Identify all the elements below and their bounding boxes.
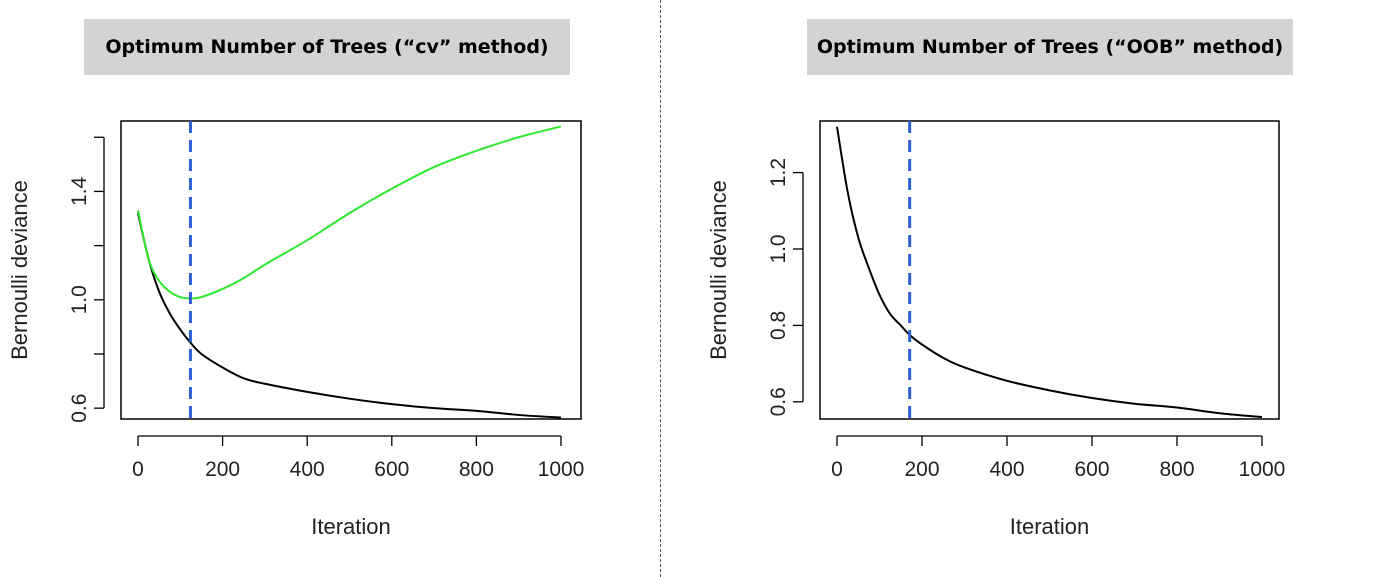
x-tick-label: 1000 bbox=[538, 458, 585, 481]
training-deviance-line bbox=[836, 126, 1263, 419]
y-axis-title: Bernoulli deviance bbox=[7, 180, 32, 360]
plot-frame bbox=[120, 120, 582, 420]
y-tick-label: 0.8 bbox=[767, 311, 790, 340]
x-tick-label: 0 bbox=[132, 458, 144, 481]
x-tick-label: 800 bbox=[459, 458, 494, 481]
cv-deviance-line bbox=[137, 125, 562, 300]
y-tick-label: 1.4 bbox=[68, 177, 91, 207]
training-deviance-line bbox=[137, 212, 562, 419]
x-tick-label: 200 bbox=[904, 458, 939, 481]
x-tick-label: 0 bbox=[831, 458, 843, 481]
x-tick-label: 200 bbox=[205, 458, 240, 481]
x-tick-label: 400 bbox=[989, 458, 1024, 481]
chart-title-oob: Optimum Number of Trees (“OOB” method) bbox=[807, 19, 1293, 75]
x-tick-label: 800 bbox=[1159, 458, 1194, 481]
x-axis-title: Iteration bbox=[311, 514, 391, 539]
cv-deviance-plot: 0 200 400 600 800 1000 0.6 1.0 1.4 Iteration Berno… bbox=[7, 120, 585, 539]
x-tick-label: 1000 bbox=[1239, 458, 1286, 481]
y-tick-label: 0.6 bbox=[68, 394, 91, 423]
y-axis-title: Bernoulli deviance bbox=[706, 180, 731, 360]
y-tick-label: 0.6 bbox=[767, 387, 790, 416]
y-tick-label: 1.2 bbox=[767, 158, 790, 187]
x-tick-label: 600 bbox=[374, 458, 409, 481]
plot-frame bbox=[819, 120, 1280, 420]
x-axis-title: Iteration bbox=[1010, 514, 1090, 539]
y-tick-label: 1.0 bbox=[767, 234, 790, 263]
panel-divider bbox=[660, 0, 661, 577]
x-tick-label: 400 bbox=[290, 458, 325, 481]
chart-title-cv: Optimum Number of Trees (“cv” method) bbox=[84, 19, 570, 75]
y-tick-label: 1.0 bbox=[68, 285, 91, 314]
x-tick-label: 600 bbox=[1074, 458, 1109, 481]
